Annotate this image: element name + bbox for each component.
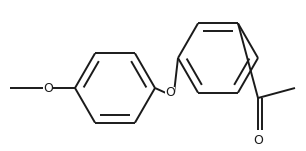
Text: O: O	[253, 135, 263, 148]
Text: O: O	[165, 87, 175, 100]
Text: O: O	[43, 82, 53, 95]
